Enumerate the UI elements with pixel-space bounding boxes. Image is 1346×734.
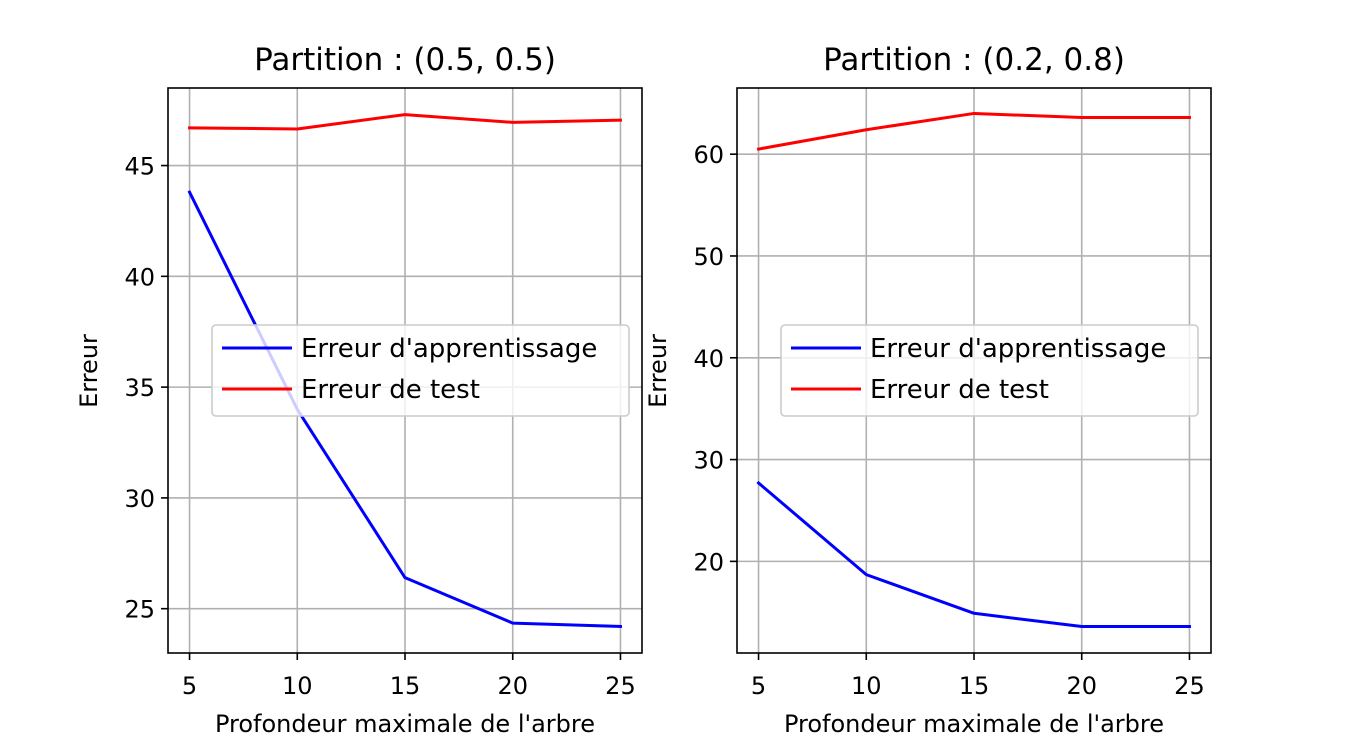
series-line [756, 111, 1191, 151]
subplot-right: Partition : (0.2, 0.8) Profondeur maxima… [644, 42, 1212, 734]
y-tick-label: 30 [124, 485, 155, 513]
grid [737, 88, 1211, 653]
x-tick-label: 20 [1066, 672, 1097, 700]
y-tick-label: 50 [693, 243, 724, 271]
x-tick-label: 5 [751, 672, 766, 700]
y-tick-label: 40 [124, 263, 155, 291]
x-tick-label: 10 [282, 672, 313, 700]
y-tick-label: 60 [693, 141, 724, 169]
series-line [188, 113, 622, 131]
x-tick-label: 25 [1174, 672, 1205, 700]
x-tick-label: 10 [851, 672, 882, 700]
y-tick-label: 30 [693, 447, 724, 475]
x-tick-label: 5 [182, 672, 197, 700]
x-tick-label: 15 [390, 672, 421, 700]
subplot-left: Partition : (0.5, 0.5) Profondeur maxima… [75, 42, 643, 734]
legend-box [211, 324, 630, 417]
y-tick-label: 40 [693, 345, 724, 373]
plot-title: Partition : (0.2, 0.8) [823, 42, 1125, 78]
legend-label: Erreur de test [301, 375, 480, 405]
x-tick-label: 25 [605, 672, 636, 700]
x-axis-label: Profondeur maximale de l'arbre [784, 710, 1164, 734]
legend-label: Erreur d'apprentissage [870, 334, 1166, 364]
legend: Erreur d'apprentissage Erreur de test [780, 324, 1199, 417]
series-line [756, 480, 1191, 629]
plot-title: Partition : (0.5, 0.5) [254, 42, 556, 78]
x-axis-label: Profondeur maximale de l'arbre [215, 710, 595, 734]
x-tick-label: 15 [959, 672, 990, 700]
x-tick-label: 20 [497, 672, 528, 700]
legend-box [780, 324, 1199, 417]
legend: Erreur d'apprentissage Erreur de test [211, 324, 630, 417]
y-tick-label: 25 [124, 596, 155, 624]
legend-label: Erreur d'apprentissage [301, 334, 597, 364]
y-axis-label: Erreur [75, 334, 103, 408]
y-tick-label: 45 [124, 153, 155, 181]
y-axis-label: Erreur [644, 334, 672, 408]
legend-label: Erreur de test [870, 375, 1049, 405]
y-tick-label: 35 [124, 374, 155, 402]
y-tick-label: 20 [693, 548, 724, 576]
